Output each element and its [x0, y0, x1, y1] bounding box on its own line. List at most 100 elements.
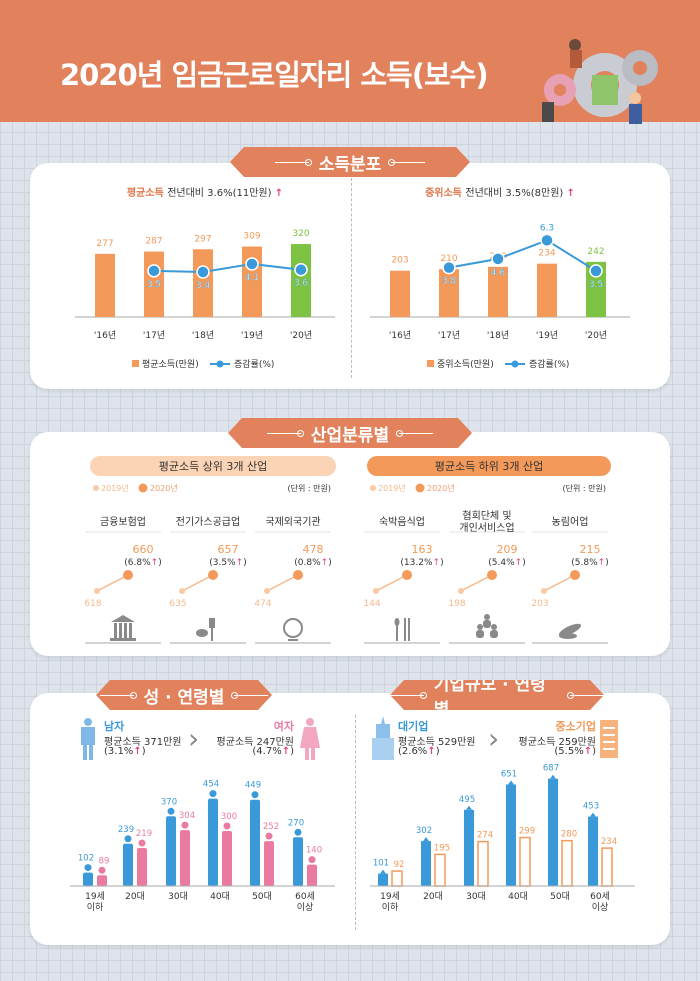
legend-bar-label: 중위소득(만원) — [437, 359, 494, 370]
legend-bar-swatch — [132, 360, 139, 367]
series2-value-label: 234 — [601, 837, 617, 847]
value-2020: 478 — [303, 543, 324, 556]
x-tick-label: '16년 — [389, 330, 411, 341]
point-2020 — [208, 570, 218, 580]
industry-name: 금융보험업 — [100, 517, 146, 528]
series2-value-label: 300 — [221, 812, 237, 822]
x-tick-label: '18년 — [487, 330, 509, 341]
bar-value-label: 210 — [440, 254, 457, 264]
legend-2019-label: 2019년 — [378, 483, 406, 493]
legend-2019-dot — [370, 485, 376, 491]
x-tick-label: 50대 — [550, 891, 570, 902]
value-2019: 198 — [448, 599, 465, 609]
growth-rate-label: 3.6 — [294, 279, 309, 289]
x-tick-label: 30대 — [168, 891, 188, 902]
male-icon — [81, 718, 95, 760]
series2-person-head — [138, 839, 146, 847]
slope-line — [375, 574, 408, 592]
series2-building-bar — [391, 870, 403, 887]
series1-person-head — [209, 790, 217, 798]
section-title: 성 · 연령별 — [143, 687, 225, 708]
bar — [193, 249, 213, 317]
series1-person-bar — [83, 872, 93, 886]
series1-building-bar — [506, 784, 516, 886]
slope-line — [266, 574, 299, 592]
male-label: 남자 — [104, 720, 125, 733]
point-2020 — [402, 570, 412, 580]
utensils-icon — [394, 618, 410, 641]
male-income: 평균소득 371만원 — [104, 737, 182, 748]
bar-value-label: 287 — [145, 237, 162, 247]
building-top — [423, 837, 429, 842]
series1-value-label: 102 — [78, 854, 94, 864]
series1-person-head — [251, 791, 259, 799]
spoon-handle — [396, 624, 398, 641]
series1-person-head — [124, 835, 132, 843]
series1-value-label: 453 — [583, 802, 599, 812]
roof — [111, 615, 135, 622]
chart-title: 중위소득 전년대비 3.5%(8만원) ↑ — [425, 186, 575, 199]
large-company-pct: (2.6%↑) — [398, 746, 440, 757]
series1-person-head — [84, 864, 92, 872]
growth-rate-point — [245, 257, 259, 271]
legend-line-label: 증감률(%) — [234, 358, 274, 370]
column — [114, 623, 117, 638]
slope-line — [543, 574, 576, 592]
legend-2020-label: 2020년 — [150, 483, 178, 493]
top3-industry-header: 평균소득 상위 3개 산업 — [90, 456, 336, 476]
head — [491, 624, 497, 630]
stand — [288, 639, 298, 641]
spoon — [394, 618, 400, 626]
section-title: 소득분포 — [318, 154, 382, 175]
growth-rate-line — [153, 262, 302, 274]
value-2020: 660 — [133, 543, 154, 556]
x-tick-label: '18년 — [192, 330, 214, 341]
industry-name: 협회단체 및 개인서비스업 — [459, 511, 515, 534]
cord — [211, 628, 213, 641]
large-company-label: 대기업 — [398, 720, 429, 733]
value-2020: 657 — [218, 543, 239, 556]
bar-value-label: 320 — [292, 229, 309, 239]
point-2019 — [541, 588, 547, 594]
series2-person-head — [98, 866, 106, 874]
point-2019 — [373, 588, 379, 594]
point-2019 — [458, 588, 464, 594]
series2-person-head — [308, 856, 316, 864]
series1-building-bar — [588, 816, 598, 886]
series2-person-head — [181, 821, 189, 829]
chart-title: 평균소득 전년대비 3.6%(11만원) ↑ — [127, 186, 283, 199]
chopstick — [408, 618, 410, 641]
small-company-label: 중소기업 — [555, 720, 596, 733]
growth-pct: (0.8%↑) — [294, 558, 331, 568]
series2-value-label: 219 — [136, 829, 152, 839]
bar — [291, 244, 311, 317]
series2-building-bar — [561, 839, 573, 887]
point-2020 — [487, 570, 497, 580]
head — [477, 624, 483, 630]
series2-building-bar — [434, 853, 446, 887]
bar — [390, 270, 410, 317]
average-income-chart: 평균소득 전년대비 3.6%(11만원) ↑ 277 '16년 287 '17년 297 '… — [75, 186, 335, 370]
series1-building-bar — [548, 778, 558, 886]
growth-rate-label: 3.5 — [147, 280, 161, 290]
x-tick-label: 20대 — [423, 891, 443, 902]
series2-value-label: 274 — [477, 831, 493, 841]
series1-person-bar — [166, 816, 176, 886]
series2-value-label: 280 — [561, 830, 577, 840]
legend-2020-label: 2020년 — [427, 483, 455, 493]
series1-value-label: 454 — [203, 780, 219, 790]
small-company-pct: (5.5%↑) — [554, 746, 596, 757]
median-income-chart: 중위소득 전년대비 3.5%(8만원) ↑203'16년210'17년220'1… — [370, 186, 630, 370]
x-tick-label: 60세 — [590, 891, 610, 902]
x-tick-label: '19년 — [241, 330, 263, 341]
slope-line — [460, 574, 493, 592]
plug — [209, 618, 215, 628]
growth-rate-point — [540, 233, 554, 248]
plug-leaf-icon — [196, 618, 215, 641]
growth-rate-label: 4.1 — [245, 273, 259, 283]
divider — [351, 178, 352, 378]
large-company-building-icon — [372, 716, 394, 760]
x-tick-label: 50대 — [252, 891, 272, 902]
